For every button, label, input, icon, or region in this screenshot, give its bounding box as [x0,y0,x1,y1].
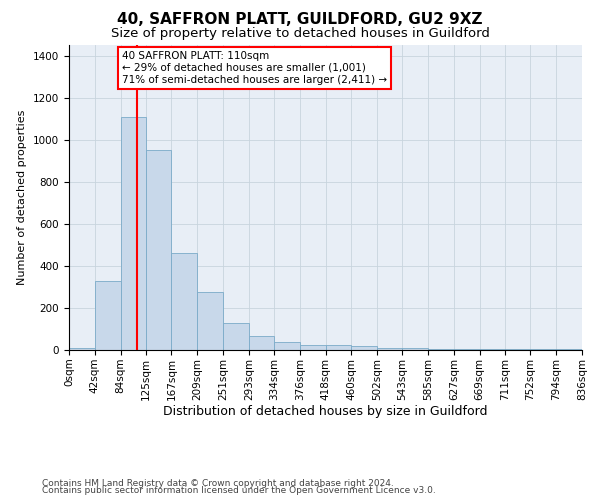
Bar [274,342,300,350]
Text: 40, SAFFRON PLATT, GUILDFORD, GU2 9XZ: 40, SAFFRON PLATT, GUILDFORD, GU2 9XZ [117,12,483,28]
Bar [95,281,121,350]
Bar [300,344,325,350]
Bar [121,116,146,350]
Bar [223,322,249,350]
Bar [325,344,351,350]
Y-axis label: Number of detached properties: Number of detached properties [17,110,28,285]
Bar [146,150,172,350]
Bar [249,336,274,350]
Bar [351,346,377,350]
Bar [172,253,197,350]
Bar [69,348,95,350]
Bar [197,292,223,350]
Bar [428,349,454,350]
X-axis label: Distribution of detached houses by size in Guildford: Distribution of detached houses by size … [163,406,488,418]
Text: Size of property relative to detached houses in Guildford: Size of property relative to detached ho… [110,28,490,40]
Text: Contains HM Land Registry data © Crown copyright and database right 2024.: Contains HM Land Registry data © Crown c… [42,478,394,488]
Bar [377,348,402,350]
Bar [402,348,428,350]
Text: Contains public sector information licensed under the Open Government Licence v3: Contains public sector information licen… [42,486,436,495]
Text: 40 SAFFRON PLATT: 110sqm
← 29% of detached houses are smaller (1,001)
71% of sem: 40 SAFFRON PLATT: 110sqm ← 29% of detach… [122,52,387,84]
